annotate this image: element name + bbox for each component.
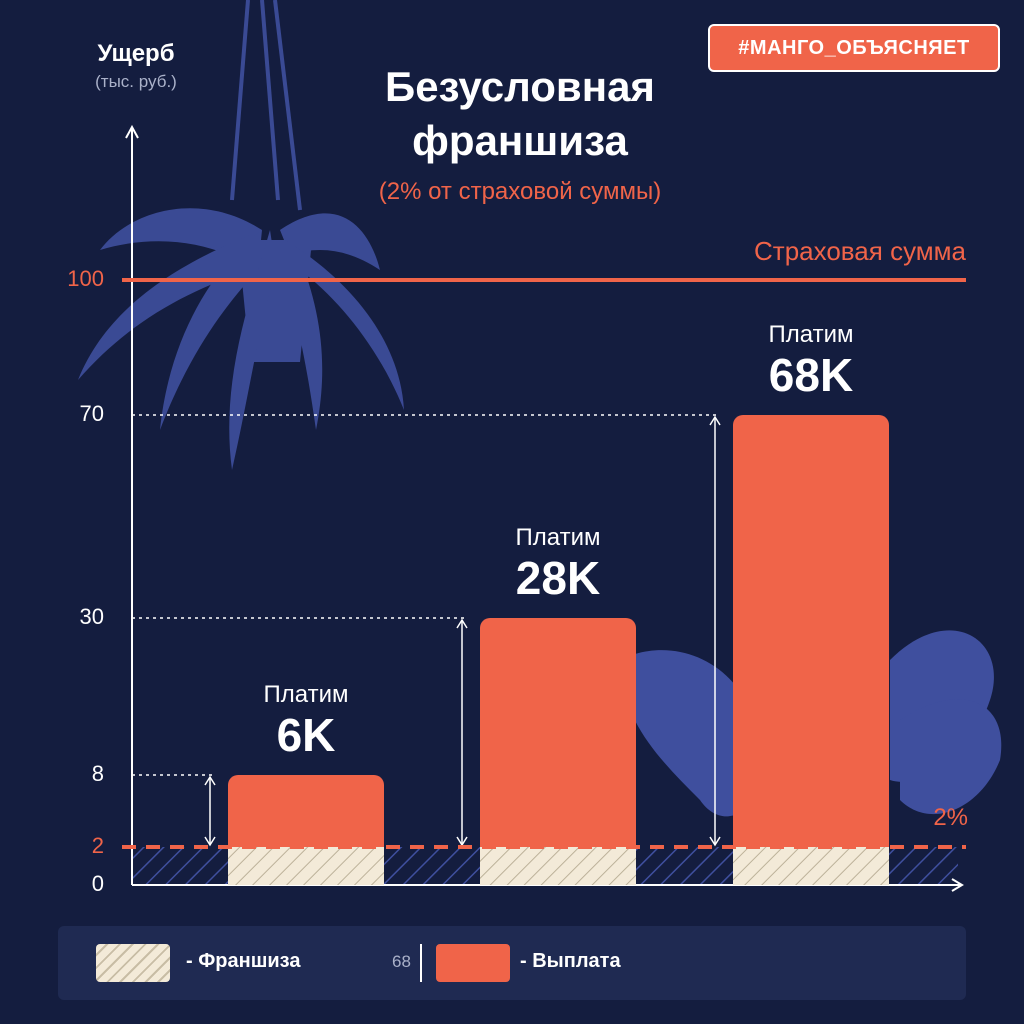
payout-arrow-top-icon-3	[709, 415, 721, 426]
y-tick-label: 0	[91, 871, 104, 896]
deductible-bar-2	[480, 847, 636, 885]
y-tick-label: 100	[67, 266, 104, 291]
y-tick-label: 30	[79, 604, 104, 629]
legend-deductible-swatch	[96, 944, 170, 982]
deductible-bar-1	[228, 847, 384, 885]
y-tick-label: 70	[79, 401, 104, 426]
insured-sum-label: Страховая сумма	[754, 236, 966, 266]
chart-subtitle: (2% от страховой суммы)	[378, 178, 662, 205]
deductible-bar-3	[733, 847, 889, 885]
bar-caption-3: Платим	[768, 321, 854, 348]
bar-caption-1: Платим	[263, 681, 349, 708]
chart-bars	[122, 415, 966, 885]
y-axis-arrow-icon	[125, 124, 139, 139]
chart-title: Безусловная франшиза	[385, 63, 655, 164]
payout-bar-3	[733, 415, 889, 857]
y-tick-label: 8	[91, 761, 104, 786]
bar-label-1: Платим 6K	[206, 681, 406, 761]
payout-arrow-top-icon-2	[456, 618, 468, 629]
y-axis-unit: (тыс. руб.)	[95, 72, 177, 91]
bar-value-1: 6K	[276, 709, 336, 761]
leaf-illustration	[620, 630, 1002, 817]
bar-value-3: 68K	[768, 349, 854, 401]
hashtag-badge: #МАНГО_ОБЪЯСНЯЕТ	[708, 24, 1000, 72]
payout-arrow-top-icon-1	[204, 775, 216, 786]
bar-value-2: 28K	[515, 552, 601, 604]
bar-label-2: Платим 28K	[458, 524, 658, 604]
x-axis-arrow-icon	[951, 878, 964, 892]
y-axis-title: Ущерб	[97, 40, 175, 67]
legend-deductible-label: - Франшиза	[186, 950, 301, 972]
legend-payout-label: - Выплата	[520, 950, 621, 972]
y-tick-label: 2	[91, 833, 104, 858]
payout-arrow-bottom-icon-3	[709, 836, 721, 847]
payout-bar-2	[480, 618, 636, 857]
payout-bar-1	[228, 775, 384, 857]
legend-arrow-icon	[420, 944, 422, 982]
payout-arrow-bottom-icon-1	[204, 836, 216, 847]
legend: - Франшиза 68 - Выплата	[58, 926, 966, 1000]
legend-payout-example: 68	[392, 952, 411, 971]
bar-label-3: Платим 68K	[711, 321, 911, 401]
bar-caption-2: Платим	[515, 524, 601, 551]
deductible-percent-label: 2%	[933, 804, 968, 831]
chart-guides	[132, 414, 721, 847]
legend-payout-swatch	[436, 944, 510, 982]
